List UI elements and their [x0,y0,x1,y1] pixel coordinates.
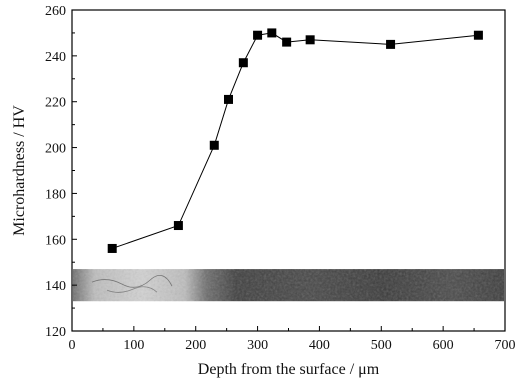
y-tick-label: 160 [45,233,66,248]
y-axis-label: Microhardness / HV [11,105,28,236]
y-tick-label: 200 [45,142,66,157]
data-point [253,30,263,40]
data-point [305,35,315,45]
x-axis: 0 100 200 300 400 500 600 700 [69,326,516,353]
data-point [473,30,483,40]
series-line [112,32,479,249]
data-point [173,221,183,231]
data-point [386,39,396,49]
x-tick-label: 500 [371,338,392,353]
x-tick-label: 700 [495,338,516,353]
y-tick-label: 140 [45,279,66,294]
x-axis-label: Depth from the surface / μm [198,361,380,378]
y-tick-label: 260 [45,4,66,19]
x-tick-label: 400 [309,338,330,353]
x-tick-label: 0 [69,338,76,353]
y-tick-label: 120 [45,325,66,340]
series-points [107,28,483,253]
x-tick-label: 600 [433,338,454,353]
data-point [209,140,219,150]
x-tick-label: 300 [247,338,268,353]
data-point [223,94,233,104]
y-axis: 120 140 160 180 200 220 240 260 [45,4,77,340]
y-tick-label: 180 [45,187,66,202]
micrograph-inset [73,269,504,302]
data-point [267,28,277,38]
y-tick-label: 240 [45,50,66,65]
data-point [107,243,117,253]
y-tick-label: 220 [45,96,66,111]
data-point [282,37,292,47]
x-tick-label: 200 [185,338,206,353]
data-point [238,58,248,68]
x-tick-label: 100 [123,338,144,353]
